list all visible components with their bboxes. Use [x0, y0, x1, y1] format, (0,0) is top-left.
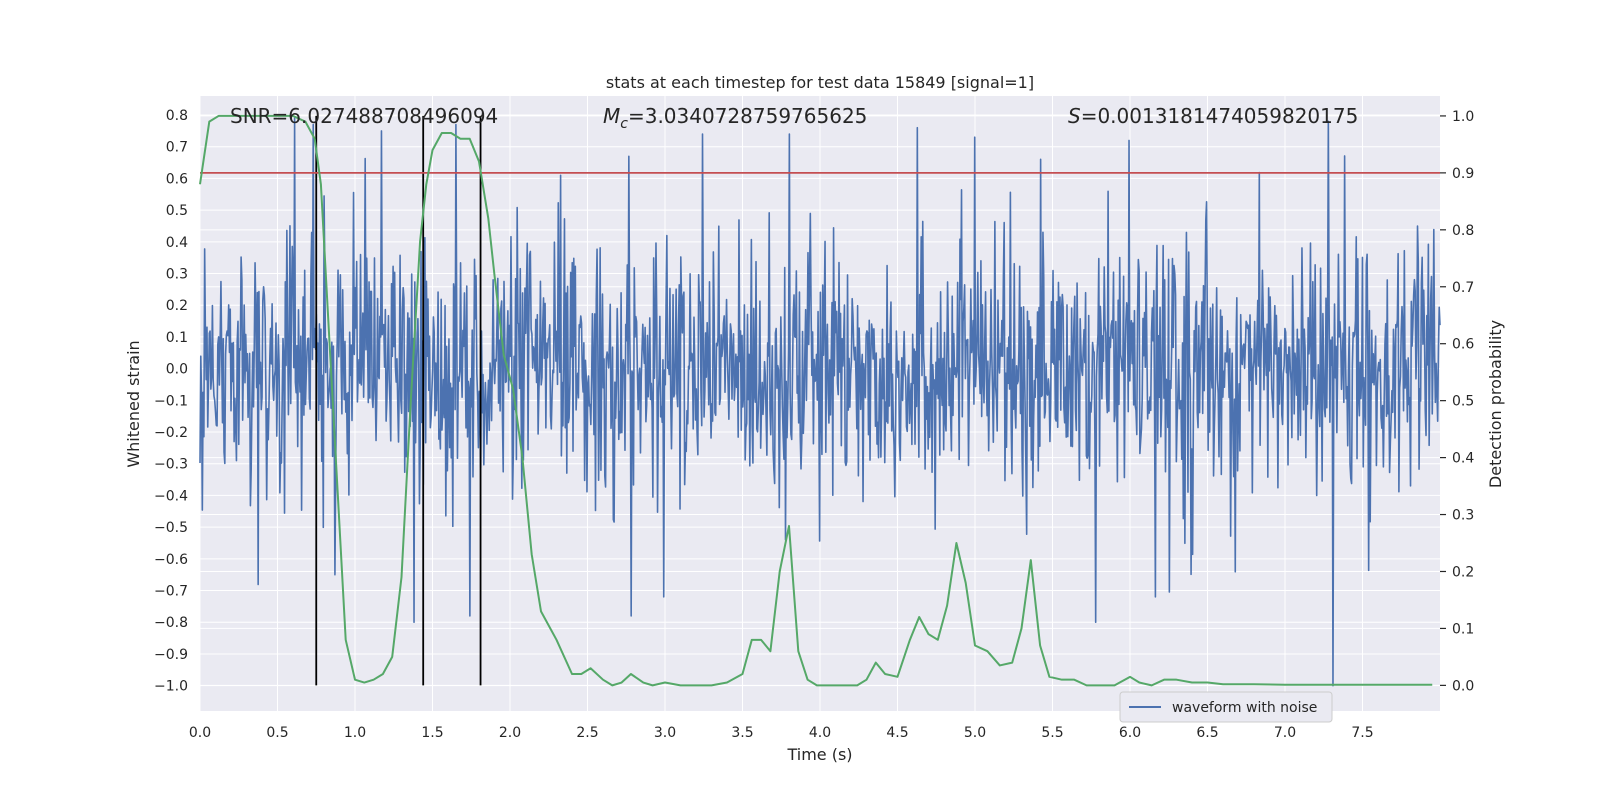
- y2-tick-label: 0.9: [1452, 166, 1474, 182]
- s-annotation: S=0.0013181474059820175: [1068, 104, 1358, 128]
- x-tick-label: 6.5: [1196, 725, 1218, 741]
- s-symbol: S: [1068, 104, 1081, 128]
- y-tick-label: −0.9: [154, 647, 188, 663]
- x-tick-label: 3.0: [654, 725, 676, 741]
- y-tick-label: 0.5: [166, 203, 188, 219]
- chart-title: stats at each timestep for test data 158…: [606, 73, 1034, 92]
- y-tick-label: −0.7: [154, 584, 188, 600]
- y-tick-label: 0.1: [166, 330, 188, 346]
- y-tick-label: −0.5: [154, 520, 188, 536]
- s-value: =0.0013181474059820175: [1081, 104, 1359, 128]
- y-tick-label: 0.3: [166, 267, 188, 283]
- y-tick-label: 0.8: [166, 108, 188, 124]
- x-tick-label: 7.0: [1274, 725, 1296, 741]
- y2-tick-label: 0.2: [1452, 564, 1474, 580]
- snr-annotation: SNR=6.027488708496094: [230, 104, 498, 128]
- y-tick-label: −0.3: [154, 457, 188, 473]
- y-tick-label: 0.7: [166, 140, 188, 156]
- y2-tick-label: 0.1: [1452, 621, 1474, 637]
- probability-line: [199, 114, 1433, 687]
- x-tick-label: 0.0: [189, 725, 211, 741]
- y-tick-label: −0.2: [154, 425, 188, 441]
- y2-tick-label: 0.0: [1452, 678, 1474, 694]
- x-axis-ticks: 0.0 0.5 1.0 1.5 2.0 2.5 3.0 3.5 4.0 4.5 5.0 5.5 6.0 6…: [189, 725, 1374, 741]
- y-tick-label: −0.6: [154, 552, 188, 568]
- legend: waveform with noise: [1119, 691, 1333, 723]
- x-tick-label: 4.5: [886, 725, 908, 741]
- legend-label: waveform with noise: [1172, 700, 1317, 716]
- y-axis-ticks: 0.8 0.7 0.6 0.5 0.4 0.3 0.2 0.1 0.0 −0.1 −0.2 −0.3 −…: [154, 108, 188, 695]
- y2-tick-label: 0.5: [1452, 394, 1474, 410]
- x-tick-label: 1.0: [344, 725, 366, 741]
- y-tick-label: −0.8: [154, 615, 188, 631]
- x-tick-label: 2.5: [576, 725, 598, 741]
- mc-symbol: M: [603, 104, 620, 128]
- x-tick-label: 7.5: [1351, 725, 1373, 741]
- y2-tick-label: 1.0: [1452, 109, 1474, 125]
- x-tick-label: 5.5: [1041, 725, 1063, 741]
- mc-subscript: c: [620, 116, 628, 132]
- y2-tick-label: 0.4: [1452, 451, 1474, 467]
- mc-annotation: Mc=3.0340728759765625: [603, 104, 867, 132]
- x-tick-label: 6.0: [1119, 725, 1141, 741]
- y2-tick-label: 0.3: [1452, 508, 1474, 524]
- y2-tick-label: 0.7: [1452, 280, 1474, 296]
- probability-series: [199, 114, 1433, 687]
- x-tick-label: 0.5: [266, 725, 288, 741]
- y2-tick-label: 0.6: [1452, 337, 1474, 353]
- y2-tick-label: 0.8: [1452, 223, 1474, 239]
- y-tick-label: −0.4: [154, 488, 188, 504]
- y-tick-label: −1.0: [154, 679, 188, 695]
- x-tick-label: 5.0: [964, 725, 986, 741]
- legend-box: [1119, 691, 1333, 723]
- y-tick-label: −0.1: [154, 393, 188, 409]
- waveform-line: [199, 117, 1441, 687]
- y2-axis-label: Detection probability: [1486, 320, 1505, 488]
- y-tick-label: 0.2: [166, 298, 188, 314]
- x-tick-label: 1.5: [421, 725, 443, 741]
- y2-axis-ticks: 1.0 0.9 0.8 0.7 0.6 0.5 0.4 0.3 0.2 0.1 0.0: [1440, 109, 1474, 694]
- mc-value: =3.0340728759765625: [628, 104, 867, 128]
- x-tick-label: 4.0: [809, 725, 831, 741]
- waveform-series: [199, 117, 1441, 687]
- y-tick-label: 0.4: [166, 235, 188, 251]
- y-tick-label: 0.6: [166, 171, 188, 187]
- x-tick-label: 3.5: [731, 725, 753, 741]
- x-axis-label: Time (s): [786, 745, 852, 764]
- y-tick-label: 0.0: [166, 362, 188, 378]
- x-tick-label: 2.0: [499, 725, 521, 741]
- y-axis-label: Whitened strain: [124, 340, 143, 467]
